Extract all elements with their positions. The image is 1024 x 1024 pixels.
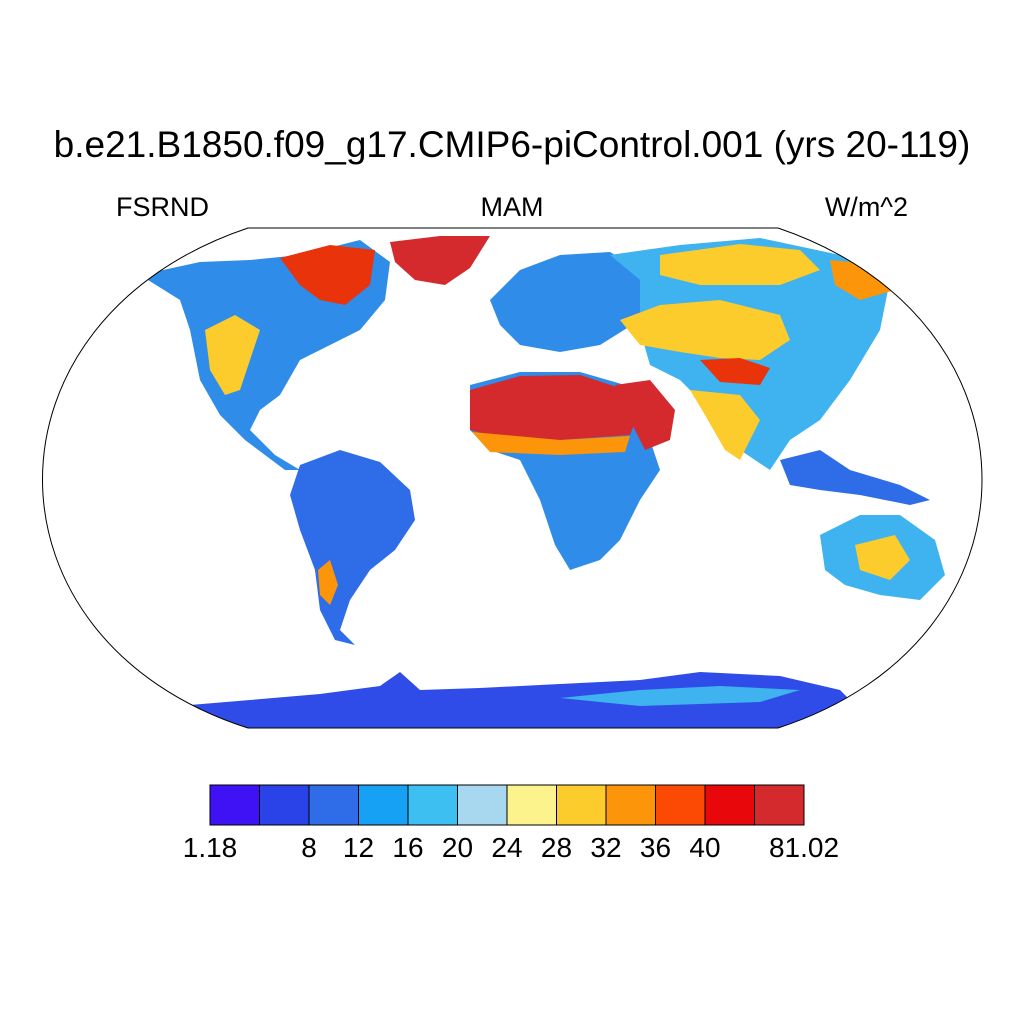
- colorbar-tick-label: 1.18: [182, 832, 238, 863]
- colorbar: [209, 784, 805, 826]
- colorbar-swatch: [556, 784, 607, 826]
- colorbar-swatch: [308, 784, 359, 826]
- tibet-hot-field: [700, 358, 770, 385]
- australia-warm-field: [855, 535, 910, 580]
- europe-field: [490, 252, 640, 352]
- colorbar-tick-label: 28: [540, 832, 573, 863]
- north-america-warm-field: [205, 315, 260, 395]
- colorbar-tick-label: 36: [639, 832, 672, 863]
- colorbar-tick-label: 81.02: [768, 832, 840, 863]
- colorbar-swatch: [407, 784, 458, 826]
- colorbar-swatch: [754, 784, 805, 826]
- colorbar-swatch: [457, 784, 508, 826]
- greenland-field: [390, 236, 490, 285]
- new-zealand-field: [948, 586, 968, 615]
- colorbar-swatch: [605, 784, 656, 826]
- colorbar-tick-label: 8: [301, 832, 317, 863]
- colorbar-tick-label: 32: [590, 832, 622, 863]
- colorbar-tick-label: 16: [392, 832, 424, 863]
- map-title: b.e21.B1850.f09_g17.CMIP6-piControl.001 …: [53, 124, 971, 165]
- siberia-warm-field: [660, 244, 820, 285]
- colorbar-swatch: [209, 784, 260, 826]
- colorbar-swatch: [704, 784, 755, 826]
- colorbar-tick-label: 12: [342, 832, 375, 863]
- colorbar-tick-label: 24: [491, 832, 523, 863]
- map-border: [42, 227, 983, 729]
- colorbar-tick-label: 20: [441, 832, 474, 863]
- variable-label: FSRND: [116, 192, 209, 222]
- land-fields: [140, 236, 968, 728]
- india-field: [690, 390, 760, 460]
- south-america-field: [290, 450, 415, 645]
- sahara-field: [470, 375, 640, 440]
- andes-warm-field: [318, 560, 338, 605]
- canada-hot-field: [280, 245, 375, 305]
- colorbar-swatch: [358, 784, 409, 826]
- asia-warm-field: [620, 300, 790, 360]
- colorbar-swatch: [259, 784, 310, 826]
- antarctica-field: [180, 672, 860, 728]
- units-label: W/m^2: [824, 192, 908, 222]
- colorbar-swatch: [655, 784, 706, 826]
- arabia-field: [615, 380, 675, 450]
- antarctica-inner-field: [560, 686, 800, 706]
- maritime-field: [780, 450, 930, 505]
- colorbar-swatch: [506, 784, 557, 826]
- season-label: MAM: [480, 192, 544, 222]
- sahel-field: [472, 432, 630, 455]
- colorbar-tick-label: 40: [689, 832, 721, 863]
